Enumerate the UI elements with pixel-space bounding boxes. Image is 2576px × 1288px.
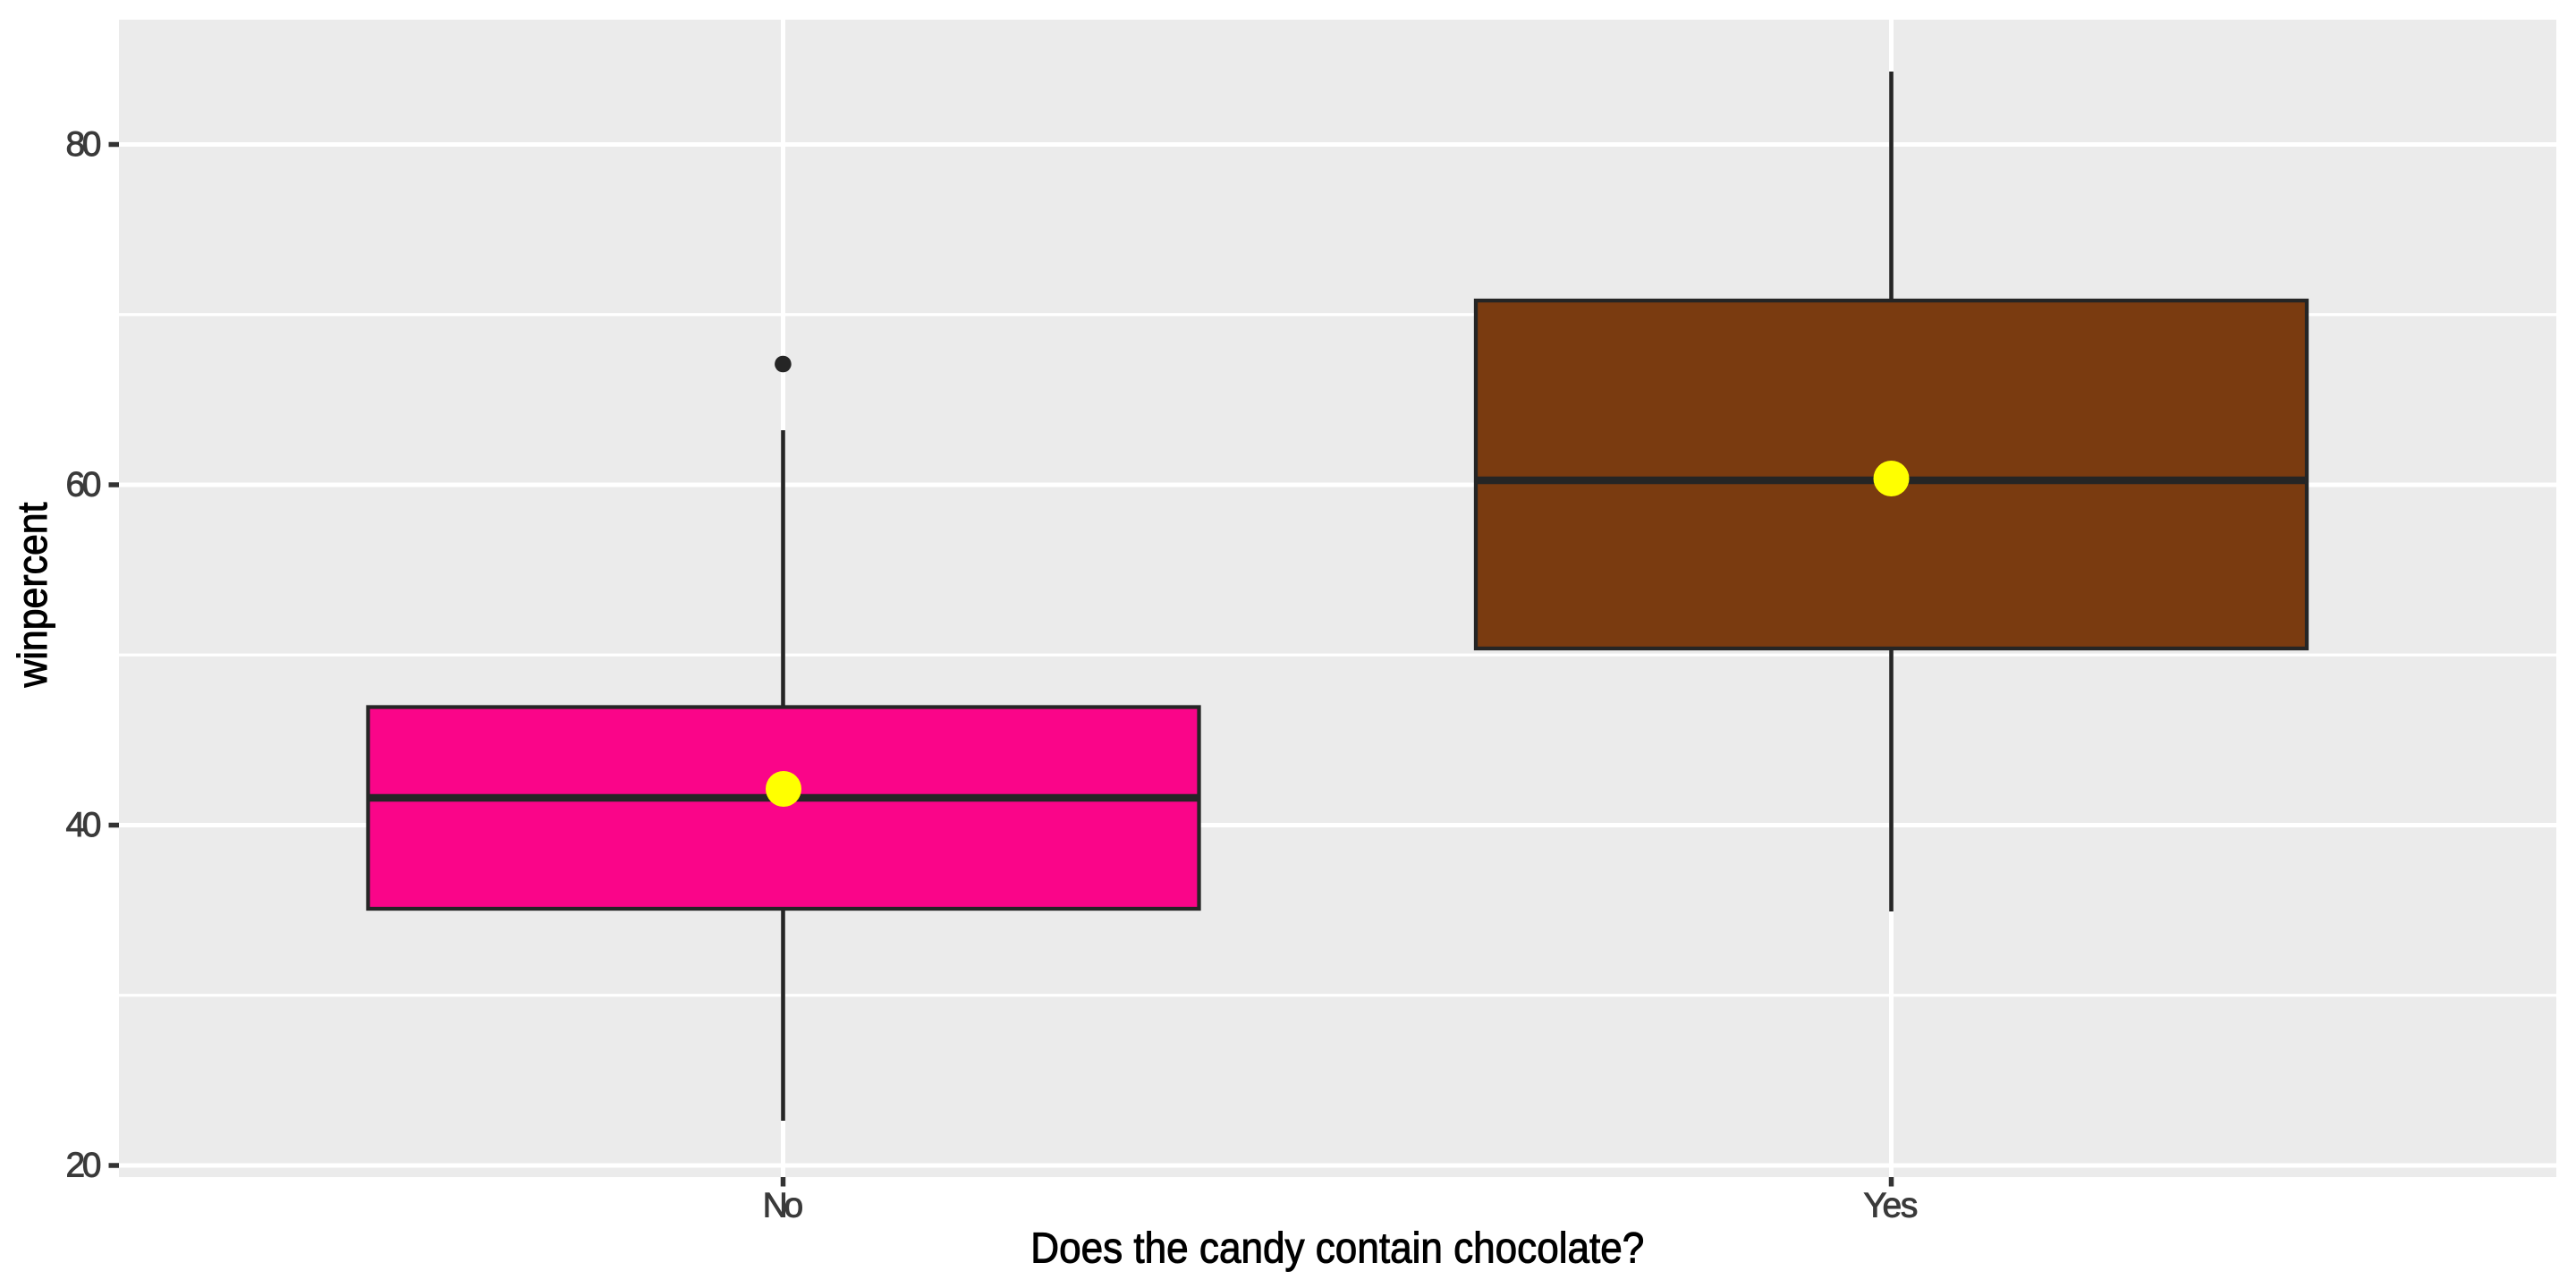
- svg-text:Does the candy contain chocola: Does the candy contain chocolate?: [1030, 1224, 1644, 1272]
- svg-text:20: 20: [66, 1147, 102, 1185]
- svg-text:80: 80: [66, 125, 102, 164]
- svg-text:Yes: Yes: [1863, 1187, 1918, 1225]
- svg-text:40: 40: [66, 806, 102, 844]
- svg-text:60: 60: [66, 466, 102, 504]
- svg-text:winpercent: winpercent: [9, 502, 55, 688]
- svg-text:No: No: [763, 1187, 804, 1225]
